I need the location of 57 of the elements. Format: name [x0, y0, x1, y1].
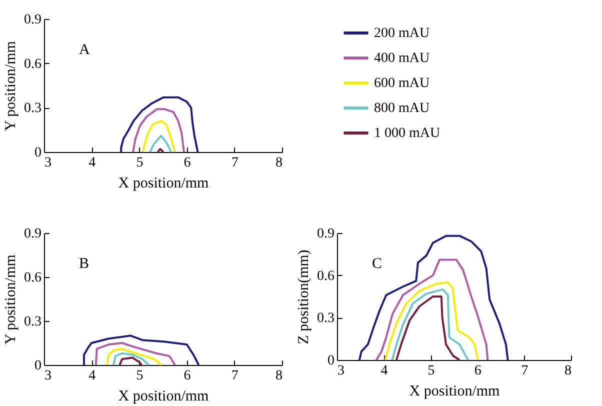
x-tick-label: 3	[44, 156, 52, 170]
y-tick-label: 0.6	[317, 268, 334, 284]
y-tick-label: 0.9	[24, 12, 42, 28]
legend-label: 600 mAU	[374, 76, 430, 91]
x-tick-label: 7	[231, 368, 238, 384]
y-axis-title: Z position(mm)	[296, 250, 312, 344]
line-series	[395, 296, 461, 361]
x-tick-label: 8	[276, 156, 282, 170]
legend-label: 200 mAU	[374, 26, 430, 41]
x-tick-label: 5	[136, 368, 144, 384]
y-tick-label: 0.9	[24, 226, 42, 242]
x-axis-title: X position/mm	[118, 388, 210, 404]
line-series	[120, 96, 199, 153]
y-tick-label: 0.9	[317, 226, 334, 242]
x-axis-title: X position/mm	[409, 384, 500, 400]
y-tick-label: 0	[328, 354, 334, 368]
x-tick-label: 4	[88, 156, 96, 170]
y-tick-label: 0.6	[24, 56, 42, 72]
x-tick-label: 6	[184, 156, 191, 170]
x-tick-label: 8	[276, 368, 282, 384]
line-series	[358, 234, 509, 361]
x-tick-label: 7	[521, 364, 528, 378]
y-tick-label: 0.3	[317, 311, 334, 326]
y-tick-label: 0	[34, 146, 42, 160]
x-tick-label: 3	[338, 364, 344, 378]
y-axis-title: Y position/mm	[3, 40, 19, 131]
y-tick-label: 0	[34, 358, 42, 374]
annotation: A	[79, 42, 90, 58]
line-series	[132, 108, 185, 153]
x-tick-label: 4	[88, 368, 96, 384]
annotation: B	[79, 256, 90, 272]
line-series	[82, 334, 200, 366]
x-tick-label: 5	[428, 364, 435, 378]
line-series	[112, 352, 150, 366]
line-series	[149, 134, 172, 153]
line-series	[391, 288, 470, 361]
x-axis-title: X position/mm	[118, 176, 210, 192]
line-series	[118, 356, 143, 366]
x-tick-label: 4	[380, 364, 388, 378]
x-tick-label: 5	[136, 156, 144, 170]
y-tick-label: 0.3	[24, 314, 42, 330]
line-series	[142, 120, 176, 153]
x-tick-label: 6	[474, 364, 482, 378]
x-tick-label: 8	[564, 364, 572, 378]
y-tick-label: 0.6	[24, 270, 42, 286]
x-tick-label: 3	[44, 368, 52, 384]
line-series	[94, 342, 176, 366]
legend-label: 800 mAU	[374, 101, 430, 116]
legend-label: 1 000 mAU	[374, 126, 440, 141]
line-series	[384, 281, 479, 361]
legend-label: 400 mAU	[374, 51, 430, 66]
annotation: C	[372, 256, 382, 272]
x-tick-label: 6	[184, 368, 191, 384]
y-tick-label: 0.3	[24, 101, 42, 116]
x-tick-label: 7	[231, 156, 238, 170]
y-axis-title: Y position/mm	[3, 254, 19, 344]
line-series	[106, 348, 162, 366]
